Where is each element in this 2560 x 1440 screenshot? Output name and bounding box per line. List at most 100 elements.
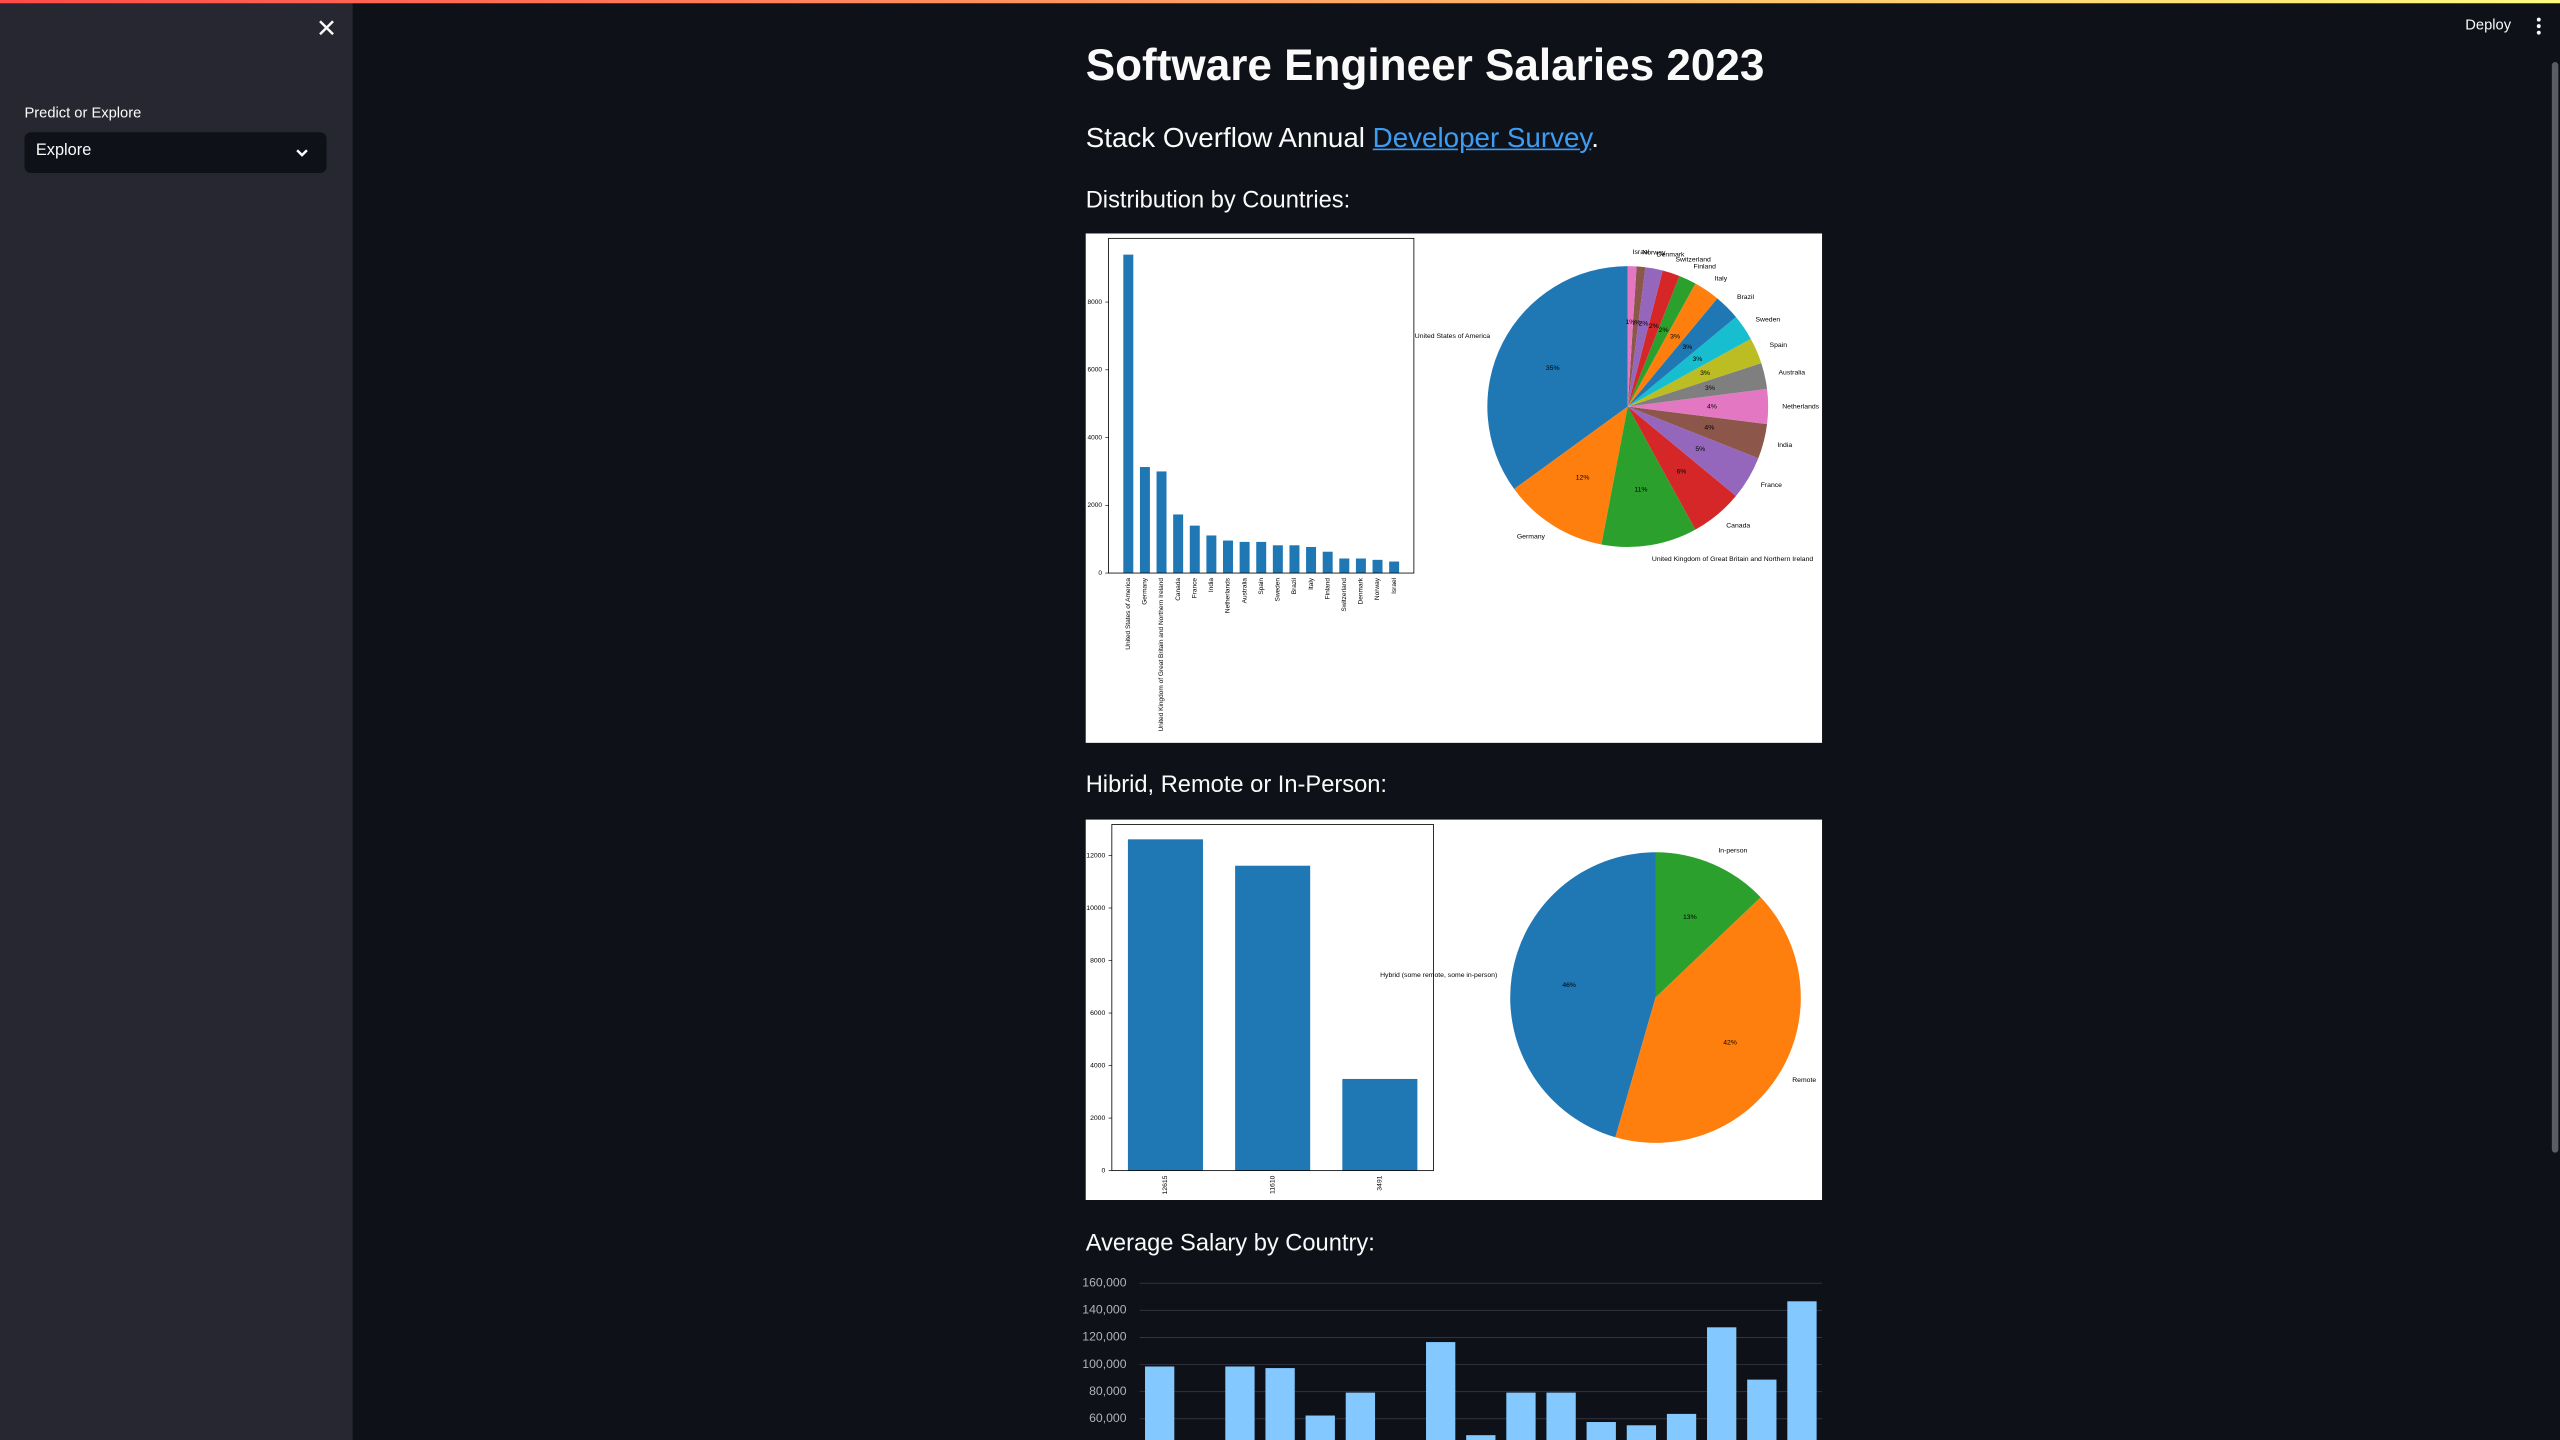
- slice-label: Denmark: [1657, 252, 1685, 259]
- bar: [1626, 1425, 1657, 1440]
- bar: [1289, 545, 1300, 574]
- x-tick-label: Australia: [1241, 578, 1248, 604]
- y-tick-label: 0: [1101, 1167, 1105, 1174]
- slice-label: Sweden: [1755, 317, 1780, 324]
- y-tick-label: 6000: [1088, 367, 1103, 374]
- slice-label: Israel: [1633, 249, 1650, 256]
- bar: [1586, 1422, 1616, 1440]
- slice-percent: 42%: [1723, 1040, 1737, 1047]
- slice-label: India: [1777, 442, 1792, 449]
- bar: [1127, 839, 1203, 1171]
- pie-slice: [1627, 275, 1696, 407]
- x-tick-label: Spain: [1258, 578, 1265, 595]
- slice-label: Brazil: [1737, 294, 1755, 301]
- bar: [1372, 559, 1383, 574]
- x-tick-label: Norway: [1374, 577, 1381, 600]
- x-tick-label: Italy: [1308, 577, 1315, 590]
- bar: [1272, 545, 1283, 574]
- x-tick-label: 3491: [1377, 1175, 1384, 1190]
- bar: [1339, 558, 1350, 574]
- x-tick-label: France: [1191, 578, 1198, 599]
- subtitle-text: .: [1591, 122, 1599, 154]
- x-tick-label: Canada: [1175, 578, 1182, 601]
- select-box[interactable]: Explore: [24, 132, 327, 174]
- slice-label: Germany: [1517, 534, 1546, 541]
- y-tick-label: 60,000: [1089, 1411, 1127, 1425]
- slice-percent: 1%: [1631, 319, 1641, 326]
- survey-link[interactable]: Developer Survey: [1372, 122, 1592, 154]
- x-tick-label: Denmark: [1358, 577, 1365, 604]
- slice-label: France: [1761, 482, 1782, 489]
- axes-frame: [1108, 237, 1415, 574]
- bar: [1123, 254, 1134, 574]
- bar: [1235, 865, 1311, 1171]
- pie-slice: [1627, 338, 1762, 407]
- slice-percent: 3%: [1670, 334, 1680, 341]
- slice-label: Italy: [1715, 276, 1728, 283]
- x-tick-label: United States of America: [1125, 578, 1132, 650]
- pie-slice: [1627, 406, 1768, 459]
- y-tick-label: 4000: [1088, 434, 1103, 441]
- slice-percent: 1%: [1625, 319, 1635, 326]
- main-menu[interactable]: [2531, 15, 2547, 38]
- slice-label: Remote: [1792, 1077, 1816, 1084]
- pie-slice: [1615, 897, 1801, 1143]
- pie-slice: [1510, 852, 1656, 1138]
- bar: [1189, 525, 1200, 574]
- bar: [1345, 1392, 1376, 1440]
- x-tick-label: 11610: [1269, 1175, 1276, 1194]
- slice-label: United States of America: [1415, 333, 1491, 340]
- close-sidebar[interactable]: [317, 18, 337, 38]
- x-tick-label: Germany: [1142, 577, 1149, 605]
- select-label: Predict or Explore: [24, 104, 142, 121]
- slice-label: United Kingdom of Great Britain and Nort…: [1652, 556, 1813, 563]
- page-title: Software Engineer Salaries 2023: [1085, 40, 1765, 90]
- x-tick-label: 12615: [1162, 1175, 1169, 1194]
- pie-slice: [1627, 406, 1759, 497]
- slice-label: Norway: [1642, 250, 1666, 257]
- subtitle-text: Stack Overflow Annual: [1085, 122, 1373, 154]
- section-heading: Hibrid, Remote or In-Person:: [1085, 772, 1388, 799]
- slice-label: Canada: [1726, 522, 1750, 529]
- x-tick-label: Switzerland: [1341, 578, 1348, 612]
- pie-slice: [1627, 266, 1646, 407]
- slice-percent: 3%: [1682, 344, 1692, 351]
- y-tick-label: 80,000: [1089, 1384, 1127, 1398]
- bar: [1305, 1415, 1335, 1440]
- slice-percent: 3%: [1700, 370, 1710, 377]
- y-tick-label: 0: [1098, 570, 1102, 577]
- x-tick-label: Finland: [1324, 578, 1331, 600]
- subtitle: Stack Overflow Annual Developer Survey.: [1086, 122, 1599, 155]
- bar: [1239, 541, 1250, 574]
- select-chevron: [296, 149, 308, 157]
- pie-slice: [1655, 852, 1761, 998]
- y-tick-label: 2000: [1088, 502, 1103, 509]
- deploy-button[interactable]: Deploy: [2465, 16, 2512, 33]
- bar: [1747, 1379, 1777, 1440]
- bar: [1426, 1342, 1456, 1440]
- bar: [1225, 1366, 1255, 1440]
- bar: [1206, 535, 1217, 574]
- bar: [1322, 551, 1333, 574]
- pie-slice: [1627, 267, 1663, 407]
- top-decoration: [0, 0, 2560, 4]
- slice-percent: 12%: [1576, 474, 1590, 481]
- pie-slice: [1627, 388, 1769, 425]
- pie-slice: [1627, 298, 1736, 407]
- bar: [1466, 1435, 1496, 1440]
- scrollbar[interactable]: [2551, 62, 2559, 1153]
- slice-percent: 13%: [1683, 914, 1697, 921]
- y-tick-label: 2000: [1090, 1115, 1105, 1122]
- select-value: Explore: [35, 142, 92, 160]
- slice-percent: 2%: [1649, 323, 1659, 330]
- pie-slice: [1627, 363, 1768, 407]
- pie-slice: [1627, 406, 1736, 530]
- y-tick-label: 6000: [1090, 1010, 1105, 1017]
- slice-label: Switzerland: [1675, 256, 1711, 263]
- bar: [1265, 1368, 1295, 1440]
- pie-slice: [1627, 283, 1718, 407]
- section-heading: Average Salary by Country:: [1085, 1231, 1375, 1258]
